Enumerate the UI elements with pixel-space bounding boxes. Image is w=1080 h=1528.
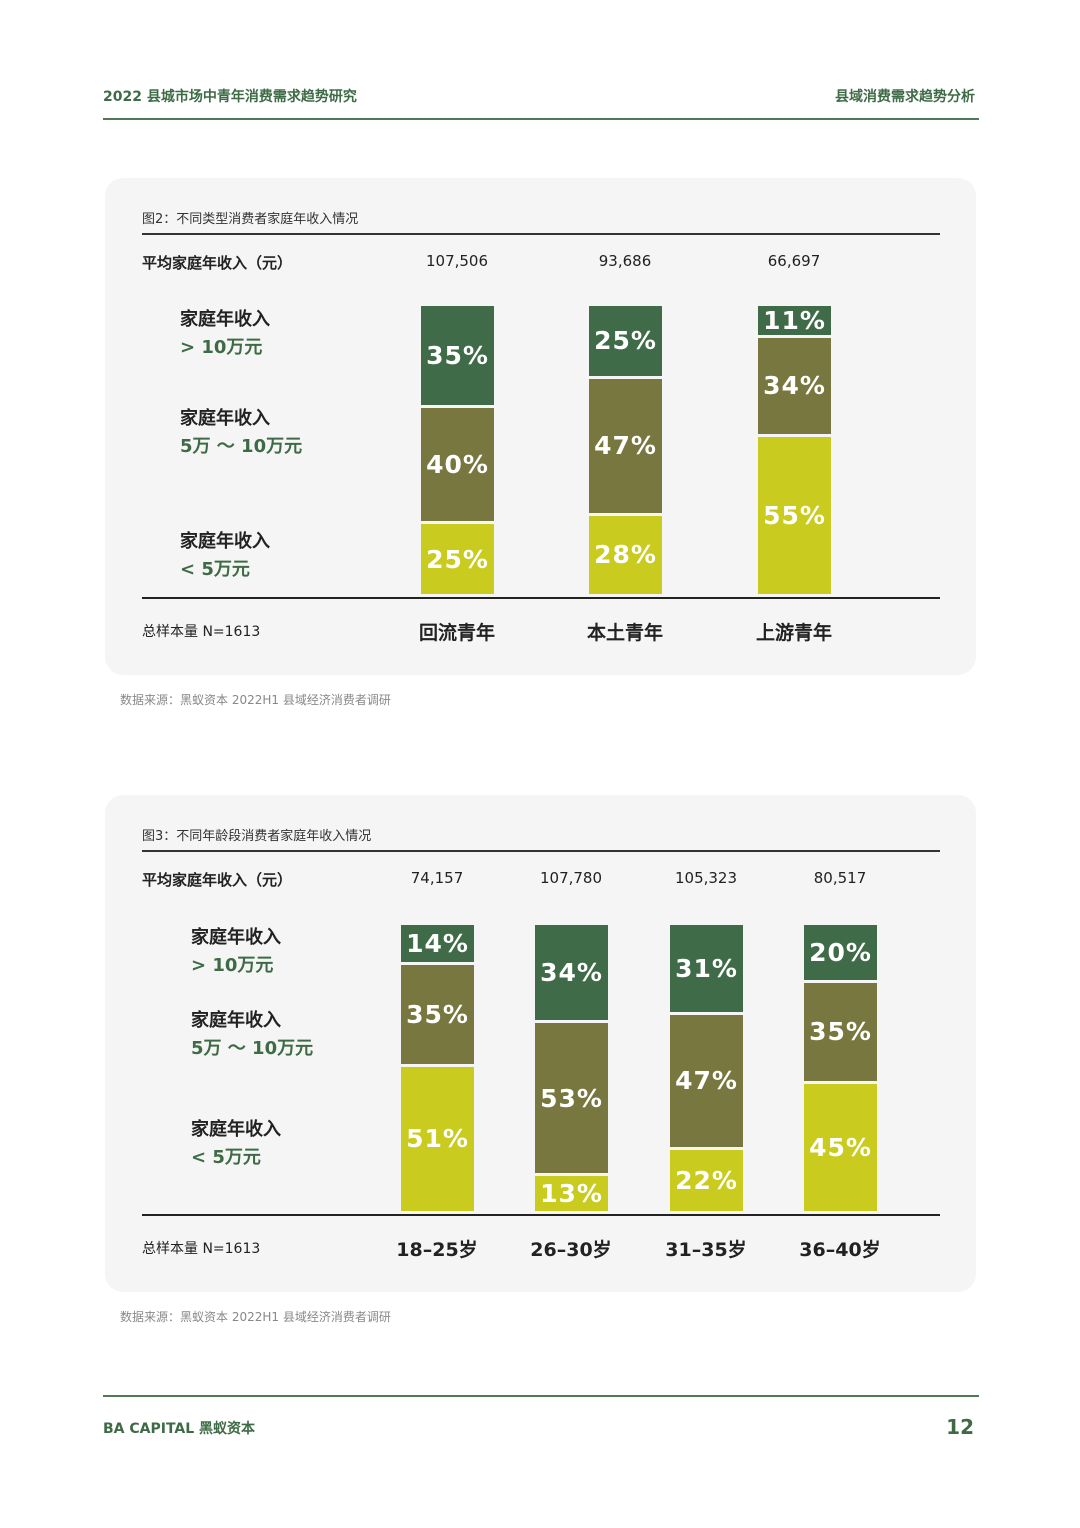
data-source: 数据来源：黑蚁资本 2022H1 县域经济消费者调研	[120, 693, 391, 707]
avg-income-value: 105,323	[674, 869, 738, 887]
chart-card-2: 图3：不同年龄段消费者家庭年收入情况 平均家庭年收入（元） 家庭年收入 > 10万…	[105, 795, 976, 1292]
title-rule	[142, 850, 940, 852]
bar-segment-mid: 35%	[804, 982, 877, 1081]
chart-title: 图2：不同类型消费者家庭年收入情况	[142, 212, 359, 227]
bar-segment-low: 51%	[401, 1066, 474, 1211]
bar-segment-high: 11%	[758, 306, 831, 335]
bar-segment-high: 14%	[401, 925, 474, 963]
avg-income-value: 107,780	[539, 869, 603, 887]
category-label: 18–25岁	[396, 1239, 478, 1261]
page-number: 12	[946, 1415, 974, 1439]
category-label: 本土青年	[586, 622, 663, 644]
bar-segment-mid: 35%	[401, 965, 474, 1064]
bar-segment-low: 25%	[421, 524, 494, 594]
bar-segment-mid: 47%	[670, 1014, 743, 1148]
bar-segment-high: 20%	[804, 925, 877, 980]
legend-low-line2: < 5万元	[191, 1147, 261, 1168]
header-divider	[103, 118, 979, 120]
chart-title: 图3：不同年龄段消费者家庭年收入情况	[142, 829, 372, 844]
bar-segment-high: 25%	[589, 306, 662, 376]
baseline	[142, 597, 940, 599]
category-label: 上游青年	[755, 622, 832, 644]
legend-mid: 家庭年收入 5万 ～ 10万元	[180, 405, 302, 461]
legend-low: 家庭年收入 < 5万元	[180, 528, 270, 584]
legend-low: 家庭年收入 < 5万元	[191, 1116, 281, 1172]
report-title: 2022 县城市场中青年消费需求趋势研究	[103, 89, 357, 105]
chart-card-1: 图2：不同类型消费者家庭年收入情况 平均家庭年收入（元） 家庭年收入 > 10万元…	[105, 178, 976, 675]
legend-mid-line2: 5万 ～ 10万元	[191, 1038, 314, 1059]
legend-low-line1: 家庭年收入	[191, 1119, 281, 1140]
category-label: 26–30岁	[530, 1239, 612, 1261]
category-label: 31–35岁	[665, 1239, 747, 1261]
avg-income-value: 107,506	[425, 252, 489, 270]
bar-segment-mid: 53%	[535, 1023, 608, 1174]
avg-income-value: 66,697	[767, 252, 821, 270]
data-source: 数据来源：黑蚁资本 2022H1 县域经济消费者调研	[120, 1310, 391, 1324]
legend-mid-line1: 家庭年收入	[180, 408, 270, 429]
legend-mid-line2: 5万 ～ 10万元	[180, 436, 303, 457]
avg-income-value: 93,686	[598, 252, 652, 270]
bar-segment-mid: 40%	[421, 407, 494, 522]
bar-segment-high: 34%	[535, 925, 608, 1021]
bar-segment-low: 28%	[589, 515, 662, 594]
avg-income-value: 80,517	[813, 869, 867, 887]
section-title: 县域消费需求趋势分析	[835, 89, 975, 105]
legend-high-line1: 家庭年收入	[191, 927, 281, 948]
bar-segment-low: 13%	[535, 1176, 608, 1211]
legend-high-line2: > 10万元	[191, 955, 274, 976]
bar-segment-high: 35%	[421, 306, 494, 405]
bar-segment-high: 31%	[670, 925, 743, 1012]
category-label: 回流青年	[418, 622, 495, 644]
title-rule	[142, 233, 940, 235]
bar-segment-low: 55%	[758, 436, 831, 594]
legend-low-line2: < 5万元	[180, 559, 250, 580]
bar-segment-low: 45%	[804, 1083, 877, 1211]
legend-high: 家庭年收入 > 10万元	[191, 924, 281, 980]
sample-size: 总样本量 N=1613	[142, 1241, 261, 1257]
legend-low-line1: 家庭年收入	[180, 531, 270, 552]
legend-mid-line1: 家庭年收入	[191, 1010, 281, 1031]
footer-divider	[103, 1395, 979, 1397]
legend-high-line1: 家庭年收入	[180, 309, 270, 330]
avg-income-label: 平均家庭年收入（元）	[142, 871, 293, 889]
avg-income-label: 平均家庭年收入（元）	[142, 254, 293, 272]
sample-size: 总样本量 N=1613	[142, 624, 261, 640]
bar-segment-mid: 34%	[758, 338, 831, 434]
footer-brand-logo: BA CAPITAL 黑蚁资本	[103, 1421, 256, 1437]
baseline	[142, 1214, 940, 1216]
legend-mid: 家庭年收入 5万 ～ 10万元	[191, 1007, 313, 1063]
avg-income-value: 74,157	[410, 869, 464, 887]
legend-high: 家庭年收入 > 10万元	[180, 306, 270, 362]
category-label: 36–40岁	[799, 1239, 881, 1261]
legend-high-line2: > 10万元	[180, 337, 263, 358]
bar-segment-mid: 47%	[589, 378, 662, 513]
bar-segment-low: 22%	[670, 1150, 743, 1211]
